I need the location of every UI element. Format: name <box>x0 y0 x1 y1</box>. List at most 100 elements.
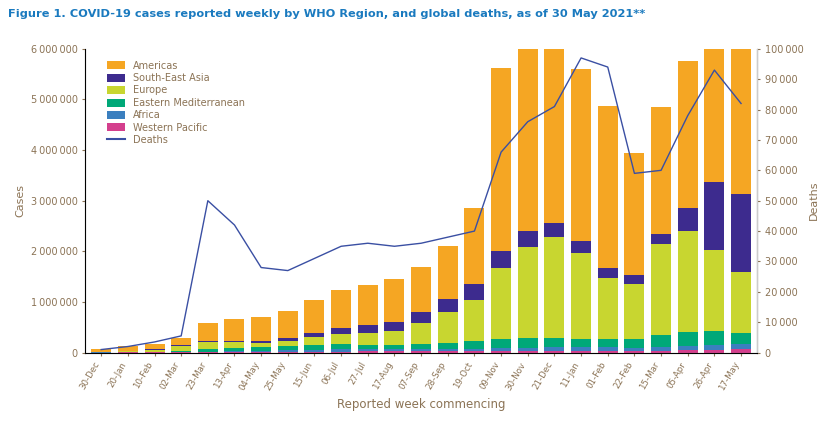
Bar <box>571 253 591 339</box>
Deaths <box>389 244 399 249</box>
Bar <box>598 339 618 347</box>
Bar <box>625 275 645 284</box>
Bar <box>625 153 645 275</box>
Bar <box>411 351 431 353</box>
Bar <box>545 351 565 353</box>
Bar <box>384 322 404 331</box>
Bar <box>518 231 538 247</box>
Bar <box>545 347 565 351</box>
Bar <box>144 351 164 352</box>
Bar <box>625 351 645 353</box>
Bar <box>465 348 485 351</box>
Deaths <box>576 55 586 60</box>
Deaths <box>123 344 133 349</box>
Bar <box>545 338 565 347</box>
Bar <box>384 349 404 351</box>
Bar <box>678 231 698 332</box>
Bar <box>91 349 111 352</box>
Bar <box>731 0 751 194</box>
Deaths <box>149 340 159 345</box>
Bar <box>678 346 698 350</box>
Deaths <box>736 101 746 106</box>
Bar <box>251 351 271 352</box>
Bar <box>678 61 698 208</box>
Bar <box>598 347 618 351</box>
Bar <box>465 300 485 340</box>
Bar <box>144 350 164 351</box>
Bar <box>598 351 618 353</box>
Deaths <box>336 244 346 249</box>
Deaths <box>683 113 693 118</box>
Legend: Americas, South-East Asia, Europe, Eastern Mediterranean, Africa, Western Pacifi: Americas, South-East Asia, Europe, Easte… <box>103 57 249 149</box>
Bar <box>731 333 751 344</box>
Bar <box>518 338 538 348</box>
Bar <box>331 344 351 349</box>
Bar <box>224 351 244 352</box>
Bar <box>625 340 645 348</box>
Bar <box>731 349 751 353</box>
Bar <box>625 348 645 351</box>
Bar <box>438 349 458 351</box>
Bar <box>518 34 538 231</box>
Y-axis label: Cases: Cases <box>15 184 25 217</box>
Deaths <box>309 256 319 261</box>
Deaths <box>470 228 480 233</box>
Deaths <box>710 68 720 73</box>
Bar <box>438 343 458 349</box>
Deaths <box>496 150 506 155</box>
Bar <box>331 334 351 344</box>
Bar <box>518 247 538 338</box>
Bar <box>198 323 218 341</box>
Bar <box>384 331 404 345</box>
Deaths <box>523 119 533 124</box>
Bar <box>224 342 244 348</box>
Bar <box>651 347 671 351</box>
Bar <box>411 312 431 323</box>
Bar <box>491 339 511 348</box>
Bar <box>118 346 138 351</box>
Deaths <box>656 168 666 173</box>
Bar <box>571 241 591 253</box>
Bar <box>491 250 511 268</box>
Deaths <box>283 268 293 273</box>
Deaths <box>256 265 266 270</box>
Bar <box>678 332 698 346</box>
Bar <box>705 182 725 250</box>
Bar <box>705 250 725 331</box>
Bar <box>331 352 351 353</box>
Bar <box>171 345 191 346</box>
Bar <box>304 337 324 345</box>
Bar <box>545 35 565 223</box>
Bar <box>518 348 538 351</box>
Deaths <box>96 347 106 352</box>
Bar <box>171 351 191 352</box>
Bar <box>571 346 591 351</box>
Bar <box>731 194 751 272</box>
Bar <box>705 345 725 350</box>
X-axis label: Reported week commencing: Reported week commencing <box>337 398 505 411</box>
Bar <box>171 346 191 351</box>
Bar <box>438 246 458 299</box>
Bar <box>251 342 271 343</box>
Bar <box>491 268 511 339</box>
Bar <box>278 311 298 338</box>
Deaths <box>229 222 239 227</box>
Bar <box>251 347 271 351</box>
Bar <box>278 345 298 350</box>
Bar <box>358 285 378 325</box>
Deaths <box>443 235 453 240</box>
Bar <box>545 237 565 338</box>
Bar <box>678 350 698 353</box>
Bar <box>518 351 538 353</box>
Bar <box>358 345 378 349</box>
Bar <box>491 348 511 351</box>
Deaths <box>416 241 426 246</box>
Bar <box>651 244 671 335</box>
Bar <box>571 339 591 346</box>
Bar <box>491 351 511 353</box>
Deaths <box>203 198 213 203</box>
Bar <box>411 323 431 344</box>
Bar <box>358 349 378 351</box>
Bar <box>118 351 138 352</box>
Bar <box>465 340 485 348</box>
